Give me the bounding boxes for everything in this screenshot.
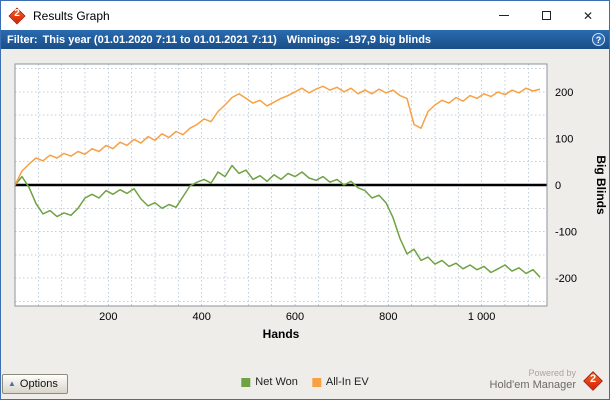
- brand-badge: 2: [589, 372, 597, 385]
- collapse-arrow-icon: ▲: [8, 379, 16, 388]
- app-badge: 2: [14, 7, 20, 19]
- plot-border: [14, 63, 548, 307]
- all-in-ev-label: All-In EV: [325, 376, 369, 388]
- close-button[interactable]: ✕: [582, 8, 594, 23]
- filter-bar: Filter: This year (01.01.2020 7:11 to 01…: [1, 30, 609, 49]
- minimize-button[interactable]: [483, 1, 525, 30]
- y-tick-label: 200: [555, 87, 573, 99]
- minimize-icon: [499, 15, 509, 16]
- hm2-logo-icon: 2: [582, 370, 604, 392]
- x-tick-label: 600: [286, 311, 304, 323]
- net-won-swatch: [241, 377, 251, 387]
- chart-legend: Net Won All-In EV: [241, 376, 369, 388]
- winnings-label: Winnings:: [286, 33, 340, 46]
- net-won-line: [14, 164, 541, 278]
- x-tick-label: 400: [192, 311, 210, 323]
- y-tick-label: -100: [555, 227, 577, 239]
- chart-panel: 200 400 600 800 1 000 200 100 0 -100 -200 Hands Big…: [1, 49, 609, 355]
- help-icon[interactable]: ?: [592, 33, 605, 46]
- window-title: Results Graph: [33, 8, 110, 23]
- all-in-ev-swatch: [311, 377, 321, 387]
- filter-label: Filter:: [7, 33, 38, 46]
- x-tick-label: 200: [99, 311, 117, 323]
- options-button[interactable]: ▲ Options: [2, 374, 68, 394]
- brand-name: Hold'em Manager: [489, 379, 576, 392]
- maximize-icon: [541, 11, 551, 20]
- filter-value: This year (01.01.2020 7:11 to 01.01.2021…: [42, 33, 277, 46]
- titlebar: 2 Results Graph ✕: [1, 1, 609, 30]
- y-axis-title: Big Blinds: [594, 155, 608, 215]
- x-tick-label: 1 000: [468, 311, 496, 323]
- y-tick-label: 0: [555, 180, 561, 192]
- status-bar: ▲ Options Net Won All-In EV Powered by H…: [1, 355, 609, 399]
- winnings-value: -197,9 big blinds: [344, 33, 432, 46]
- results-chart: 200 400 600 800 1 0002001000-100-200HandsBig…: [14, 63, 608, 341]
- y-tick-label: -200: [555, 273, 577, 285]
- powered-by-label: Powered by: [528, 368, 576, 378]
- options-label: Options: [19, 378, 58, 390]
- x-tick-label: 800: [379, 311, 397, 323]
- maximize-button[interactable]: [525, 1, 567, 30]
- hm2-app-icon: 2: [8, 7, 26, 25]
- window-controls: ✕: [483, 1, 609, 30]
- powered-by-text: Powered by Hold'em Manager: [490, 368, 576, 393]
- x-axis-title: Hands: [263, 327, 300, 341]
- net-won-label: Net Won: [255, 376, 298, 388]
- all-in-ev-line: [14, 85, 541, 186]
- y-tick-label: 100: [555, 133, 573, 145]
- powered-by: Powered by Hold'em Manager 2: [490, 368, 604, 393]
